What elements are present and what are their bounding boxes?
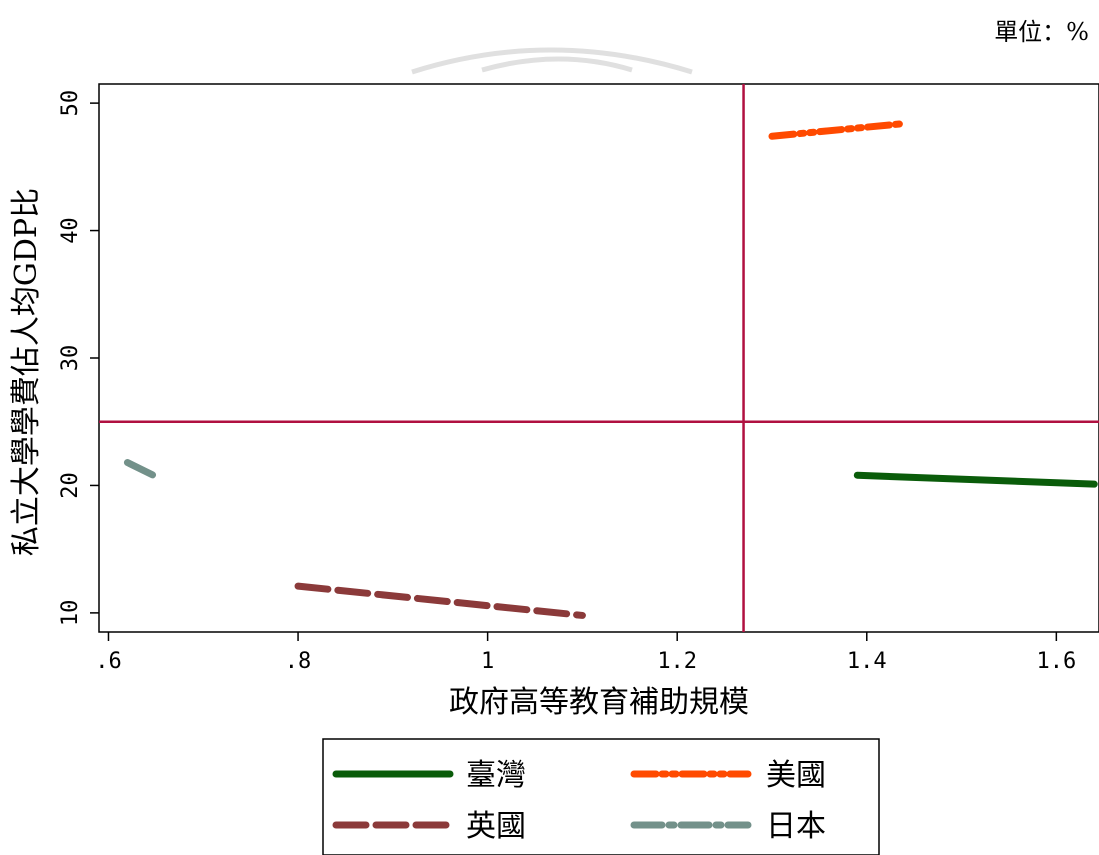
x-tick-label: 1.6	[1036, 649, 1076, 674]
x-tick-label: 1.2	[657, 649, 697, 674]
x-tick-label: 1.4	[847, 649, 887, 674]
legend-box	[322, 738, 880, 855]
unit-label: 單位：%	[994, 18, 1089, 46]
series-layer	[123, 120, 1098, 619]
plot-frame	[98, 83, 1099, 633]
watermark-arc	[411, 47, 693, 75]
y-axis: 10 20 30 40 50	[58, 90, 99, 626]
x-tick-label: 1	[481, 649, 494, 674]
legend-label-1: 美國	[766, 758, 826, 793]
legend-label-3: 日本	[766, 809, 826, 844]
x-axis-title: 政府高等教育補助規模	[449, 685, 749, 720]
series-line-2	[294, 582, 586, 619]
y-tick-label: 20	[58, 472, 83, 499]
legend-label-2: 英國	[466, 809, 526, 844]
x-tick-label: .8	[285, 649, 312, 674]
series-line-0	[853, 471, 1098, 488]
legend-label-0: 臺灣	[466, 758, 526, 793]
y-tick-label: 50	[58, 90, 83, 117]
y-tick-label: 10	[58, 600, 83, 627]
series-line-3	[123, 459, 160, 481]
series-line-1	[768, 120, 909, 140]
x-axis: .6 .8 1 1.2 1.4 1.6	[95, 632, 1076, 674]
y-axis-title: 私立大學學費佔人均GDP比	[9, 188, 44, 556]
x-tick-label: .6	[95, 649, 122, 674]
y-tick-label: 30	[58, 345, 83, 372]
y-tick-label: 40	[58, 217, 83, 244]
reference-lines	[99, 84, 1099, 632]
